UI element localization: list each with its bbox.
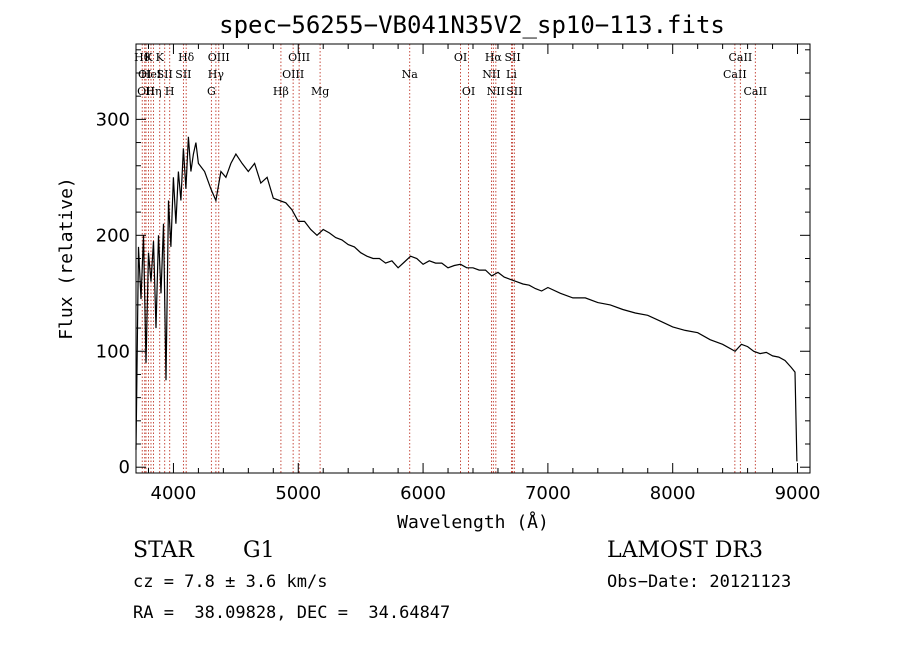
line-label: Hδ (178, 51, 195, 64)
line-label: Li (506, 68, 517, 81)
emission-line-markers (141, 44, 756, 473)
sky-coordinates: RA = 38.09828, DEC = 34.64847 (133, 603, 451, 623)
line-label: OIII (208, 51, 230, 64)
x-axis-label: Wavelength (Å) (397, 511, 549, 533)
line-label: OI (454, 51, 467, 64)
line-label: K (156, 51, 165, 64)
emission-line-labels: HθOIOIIKHeIHηKSIIHHδSIIGHγOIIIHβOIIIOIII… (134, 51, 767, 98)
y-tick-label: 0 (119, 457, 130, 478)
line-label: Hα (485, 51, 503, 64)
line-label: NII (487, 85, 505, 98)
line-label: OIII (288, 51, 310, 64)
line-label: Mg (311, 85, 329, 98)
y-tick-label: 100 (96, 341, 130, 362)
line-label: CaII (723, 68, 747, 81)
line-label: H (165, 85, 175, 98)
chart-title: spec−56255−VB041N35V2_sp10−113.fits (219, 11, 725, 39)
line-label: Hγ (208, 68, 225, 81)
line-label: G (207, 85, 216, 98)
x-tick-label: 7000 (525, 483, 571, 504)
x-axis: 4000 5000 6000 7000 8000 9000 (147, 44, 821, 504)
y-axis-label: Flux (relative) (56, 177, 77, 340)
line-label: SII (157, 68, 173, 81)
x-tick-label: 4000 (151, 483, 197, 504)
line-label: SII (504, 51, 520, 64)
x-tick-label: 5000 (275, 483, 321, 504)
line-label: NII (482, 68, 500, 81)
object-class: STAR (133, 538, 194, 563)
line-label: OI (138, 68, 151, 81)
line-label: CaII (729, 51, 753, 64)
line-label: CaII (743, 85, 767, 98)
line-label: Hθ (134, 51, 151, 64)
line-label: SII (175, 68, 191, 81)
line-label: K (144, 51, 153, 64)
line-label: HeI (141, 68, 161, 81)
line-label: OIII (282, 68, 304, 81)
line-label: OII (137, 85, 155, 98)
plot-frame (135, 43, 811, 474)
flux-series-line (135, 136, 798, 462)
x-tick-label: 8000 (650, 483, 696, 504)
line-label: OI (462, 85, 475, 98)
x-tick-label: 9000 (775, 483, 821, 504)
observation-date: Obs−Date: 20121123 (607, 572, 792, 592)
object-subclass: G1 (243, 538, 275, 563)
line-label: Hη (145, 85, 161, 98)
x-tick-label: 6000 (400, 483, 446, 504)
line-label: Hβ (273, 85, 289, 98)
line-label: Na (402, 68, 419, 81)
redshift-cz: cz = 7.8 ± 3.6 km/s (133, 572, 328, 592)
y-tick-label: 300 (96, 109, 130, 130)
y-axis: 0 100 200 300 (96, 49, 810, 478)
line-label: SII (506, 85, 522, 98)
y-tick-label: 200 (96, 225, 130, 246)
survey-name: LAMOST DR3 (607, 538, 763, 563)
